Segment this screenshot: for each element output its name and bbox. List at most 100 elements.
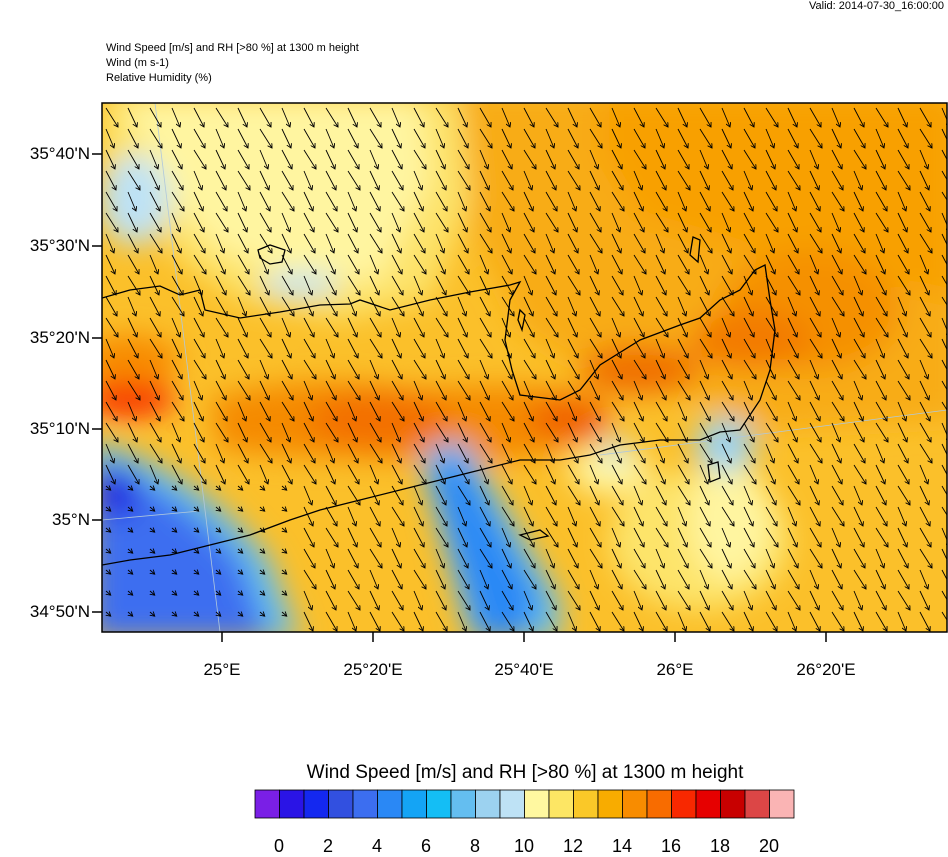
wind-arrow bbox=[677, 296, 686, 316]
wind-arrow bbox=[765, 254, 775, 274]
wind-arrow bbox=[325, 527, 338, 547]
wind-arrow bbox=[282, 507, 287, 511]
wind-arrow bbox=[633, 380, 642, 400]
wind-arrow bbox=[919, 275, 929, 295]
legend-swatch bbox=[548, 789, 574, 819]
wind-arrow bbox=[633, 233, 645, 253]
wind-arrow bbox=[457, 170, 470, 190]
wind-arrow bbox=[897, 107, 907, 127]
wind-arrow bbox=[633, 191, 643, 211]
wind-arrow bbox=[435, 443, 444, 463]
wind-arrow bbox=[787, 317, 797, 337]
wind-arrow bbox=[831, 254, 842, 274]
wind-arrow bbox=[347, 422, 357, 442]
wind-arrow bbox=[259, 212, 271, 232]
wind-arrow bbox=[193, 275, 202, 295]
wind-arrow bbox=[677, 317, 687, 337]
wind-arrow bbox=[809, 128, 822, 148]
wind-arrow bbox=[853, 611, 863, 631]
wind-arrow bbox=[523, 548, 535, 568]
wind-arrow bbox=[259, 254, 268, 274]
wind-arrow bbox=[721, 590, 733, 610]
wind-arrow bbox=[347, 590, 360, 610]
wind-arrow bbox=[171, 317, 180, 337]
wind-arrow bbox=[875, 317, 888, 337]
wind-arrow bbox=[479, 338, 492, 358]
wind-arrow bbox=[105, 422, 118, 442]
lat-label-2: 35°30'N bbox=[29, 236, 90, 255]
wind-arrow bbox=[457, 254, 469, 274]
wind-arrow bbox=[589, 506, 600, 526]
wind-arrow bbox=[105, 275, 116, 295]
wind-arrow bbox=[545, 317, 558, 337]
wind-arrow bbox=[941, 359, 947, 371]
wind-arrow bbox=[171, 170, 183, 190]
wind-arrow bbox=[479, 233, 492, 253]
wind-arrow bbox=[545, 275, 556, 295]
wind-arrow bbox=[919, 527, 931, 547]
wind-arrow bbox=[457, 527, 467, 547]
wind-arrow bbox=[787, 506, 796, 526]
wind-arrow bbox=[567, 485, 580, 505]
wind-arrow bbox=[413, 254, 426, 274]
wind-arrow bbox=[611, 296, 624, 316]
wind-arrow bbox=[919, 191, 930, 211]
wind-arrow bbox=[391, 506, 404, 526]
wind-arrow bbox=[413, 359, 426, 379]
wind-arrow bbox=[633, 401, 643, 421]
wind-arrow bbox=[281, 401, 294, 421]
wind-arrow bbox=[743, 338, 755, 358]
wind-arrow bbox=[809, 338, 822, 358]
wind-arrow bbox=[501, 380, 513, 400]
wind-arrow bbox=[259, 191, 270, 211]
wind-arrow bbox=[215, 338, 224, 358]
wind-arrow bbox=[853, 212, 864, 232]
wind-arrow bbox=[655, 422, 668, 442]
wind-arrow bbox=[655, 380, 666, 400]
wind-arrow bbox=[655, 569, 665, 589]
wind-arrow bbox=[677, 401, 686, 421]
wind-arrow bbox=[721, 212, 730, 232]
wind-arrow bbox=[435, 527, 448, 547]
wind-arrow bbox=[919, 254, 928, 274]
wind-arrow bbox=[413, 296, 423, 316]
wind-arrow bbox=[479, 275, 489, 295]
wind-arrow bbox=[545, 233, 554, 253]
wind-arrow bbox=[413, 590, 422, 610]
wind-arrow bbox=[215, 107, 228, 127]
wind-arrow bbox=[215, 191, 227, 211]
wind-arrow bbox=[171, 275, 183, 295]
wind-arrow bbox=[194, 486, 199, 490]
wind-arrow bbox=[215, 464, 225, 484]
wind-arrow bbox=[457, 128, 468, 148]
wind-arrow bbox=[743, 275, 752, 295]
wind-arrow bbox=[721, 296, 734, 316]
wind-arrow bbox=[259, 107, 271, 127]
wind-arrow bbox=[413, 527, 424, 547]
wind-arrow bbox=[589, 527, 601, 547]
wind-arrow bbox=[567, 422, 577, 442]
wind-arrow bbox=[105, 170, 116, 190]
wind-arrow bbox=[391, 548, 401, 568]
wind-arrow bbox=[831, 422, 840, 442]
wind-arrow bbox=[260, 591, 265, 595]
wind-arrow bbox=[303, 401, 313, 421]
wind-arrow bbox=[919, 506, 930, 526]
wind-arrow bbox=[897, 611, 906, 631]
wind-arrow bbox=[897, 506, 906, 526]
wind-arrow bbox=[809, 359, 818, 379]
wind-arrow bbox=[677, 422, 687, 442]
wind-arrow bbox=[479, 569, 488, 589]
wind-arrow bbox=[677, 380, 690, 400]
wind-arrow bbox=[611, 149, 622, 169]
wind-arrow bbox=[875, 149, 885, 169]
wind-arrow bbox=[501, 401, 514, 421]
wind-arrow bbox=[457, 590, 470, 610]
wind-arrow bbox=[897, 401, 906, 421]
wind-arrow bbox=[611, 338, 621, 358]
wind-arrow bbox=[699, 464, 708, 484]
wind-arrow bbox=[523, 212, 534, 232]
wind-arrow bbox=[479, 170, 489, 190]
wind-arrow bbox=[128, 612, 133, 616]
wind-arrow bbox=[413, 611, 423, 631]
